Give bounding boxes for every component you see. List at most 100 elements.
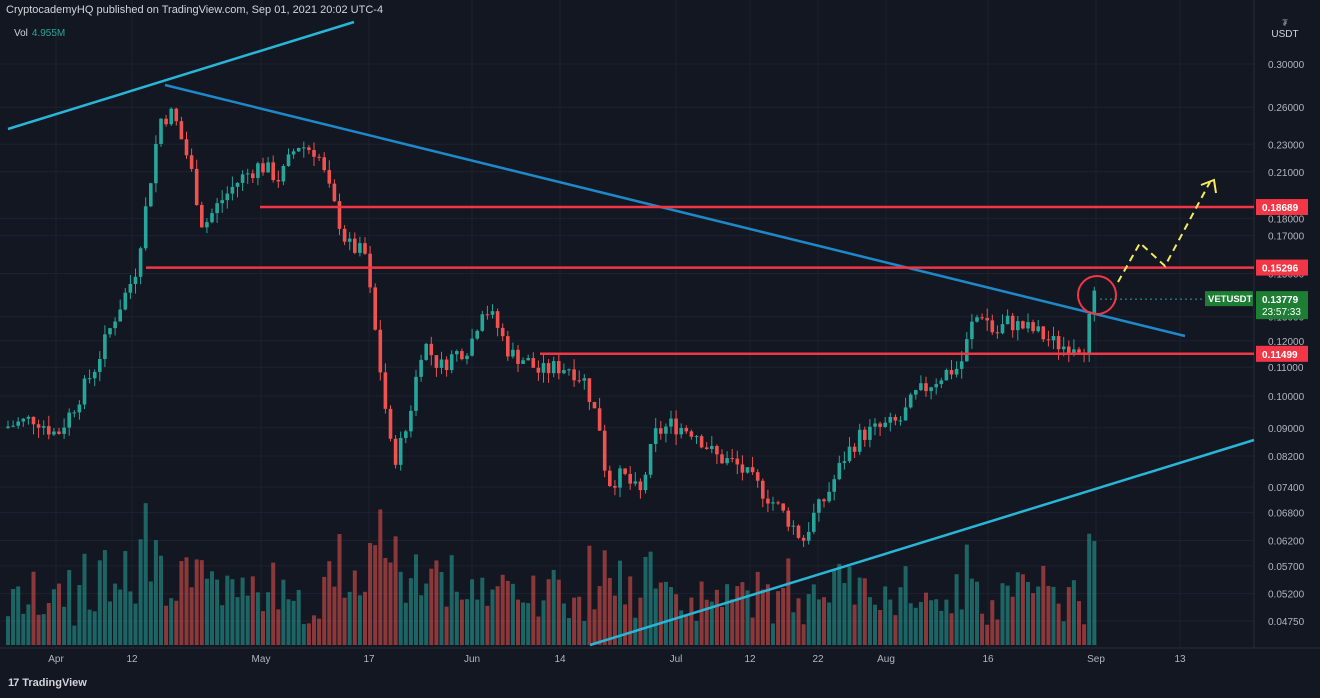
last-price-bg xyxy=(1256,291,1308,320)
volume-bar xyxy=(495,586,500,645)
candle-body xyxy=(1092,290,1097,314)
candle-body xyxy=(215,203,219,214)
volume-bar xyxy=(470,579,475,645)
volume-bar xyxy=(816,599,821,645)
candle-body xyxy=(567,369,571,371)
candle-body xyxy=(878,423,882,427)
volume-bar xyxy=(1061,621,1066,645)
volume-bars xyxy=(6,503,1097,645)
volume-bar xyxy=(735,586,740,645)
volume-bar xyxy=(964,544,969,645)
volume-bar xyxy=(194,559,199,645)
candle-body xyxy=(1026,322,1030,329)
volume-bar xyxy=(1015,572,1020,645)
volume-bar xyxy=(561,603,566,645)
candle-body xyxy=(189,155,194,169)
volume-bar xyxy=(97,560,102,645)
time-tick-label: 12 xyxy=(126,654,138,665)
candle-body xyxy=(857,429,862,452)
candle-body xyxy=(495,311,500,328)
volume-bar xyxy=(526,603,531,645)
volume-bar xyxy=(266,592,271,645)
level-tag-bg xyxy=(1256,199,1308,216)
time-tick-label: Apr xyxy=(48,654,64,665)
candle-body xyxy=(230,186,235,194)
candle-body xyxy=(1051,336,1056,341)
tradingview-logo[interactable]: 17 TradingView xyxy=(8,677,87,689)
candle-body xyxy=(291,151,296,155)
candle-body xyxy=(587,378,592,402)
candle-body xyxy=(806,531,811,541)
volume-bar xyxy=(368,543,373,645)
candle-body xyxy=(72,412,77,414)
candle-body xyxy=(82,378,87,405)
volume-bar xyxy=(643,557,648,645)
candle-body xyxy=(725,458,729,464)
volume-bar xyxy=(567,617,571,645)
candle-body xyxy=(1005,315,1010,325)
volume-bar xyxy=(689,597,694,645)
volume-bar xyxy=(62,606,67,645)
volume-bar xyxy=(980,613,985,645)
volume-bar xyxy=(490,589,495,645)
volume-value: 4.955M xyxy=(31,28,66,39)
currency-icon: ₮ xyxy=(1282,18,1288,28)
volume-bar xyxy=(327,561,332,645)
volume-bar xyxy=(801,624,806,645)
volume-bar xyxy=(388,562,393,645)
volume-bar xyxy=(87,609,92,645)
candle-body xyxy=(363,243,367,254)
volume-bar xyxy=(954,574,959,645)
volume-bar xyxy=(347,591,352,645)
candle-body xyxy=(429,343,434,356)
publish-header: CryptocademyHQ published on TradingView.… xyxy=(6,4,384,16)
volume-bar xyxy=(638,597,643,645)
candle-body xyxy=(41,426,46,428)
candle-body xyxy=(1041,326,1046,340)
candle-body xyxy=(261,163,265,173)
currency-selector[interactable]: ₮ USDT xyxy=(1262,18,1308,40)
volume-bar xyxy=(612,595,617,645)
candle-body xyxy=(572,369,576,381)
volume-bar xyxy=(31,571,36,645)
volume-bar xyxy=(694,620,699,645)
candle-body xyxy=(628,473,632,484)
volume-bar xyxy=(862,578,867,645)
candle-body xyxy=(990,320,995,333)
candle-body xyxy=(296,147,301,152)
candle-body xyxy=(154,143,158,184)
volume-bar xyxy=(944,599,949,645)
candle-body xyxy=(128,284,133,293)
volume-bar xyxy=(189,587,194,645)
candle-body xyxy=(704,447,709,449)
candle-body xyxy=(812,512,816,532)
candle-body xyxy=(985,317,989,321)
candle-body xyxy=(404,431,408,438)
candle-body xyxy=(6,426,10,428)
volume-bar xyxy=(781,587,786,645)
descending-trendline xyxy=(164,83,1186,338)
candle-body xyxy=(664,426,668,434)
volume-bar xyxy=(250,576,255,645)
candle-body xyxy=(470,338,474,356)
candle-body xyxy=(11,425,15,427)
volume-bar xyxy=(873,604,877,645)
candle-body xyxy=(347,238,352,242)
volume-bar xyxy=(1071,580,1076,645)
volume-bar xyxy=(414,554,418,645)
volume-bar xyxy=(913,607,918,645)
volume-bar xyxy=(949,613,954,645)
volume-bar xyxy=(878,610,883,645)
volume-bar xyxy=(1056,603,1061,645)
candles xyxy=(6,107,1097,548)
candle-body xyxy=(903,407,908,421)
candle-body xyxy=(868,426,872,440)
projection-arrowhead xyxy=(1200,178,1217,194)
candle-body xyxy=(87,378,92,380)
volume-bar xyxy=(383,557,388,645)
volume-bar xyxy=(908,603,913,645)
candle-body xyxy=(123,292,128,310)
volume-bar xyxy=(730,599,735,645)
volume-bar xyxy=(500,574,505,645)
